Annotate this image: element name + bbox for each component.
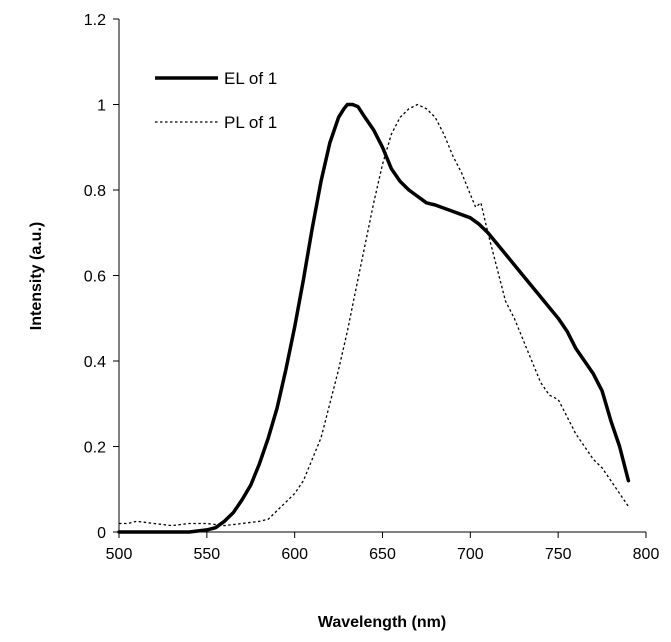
y-tick-label: 0.8	[84, 183, 106, 200]
legend-label-el: EL of 1	[224, 69, 277, 88]
legend: EL of 1 PL of 1	[155, 69, 277, 132]
y-tick-label: 0.2	[84, 440, 106, 457]
series-line-el	[117, 102, 631, 534]
x-tick-label: 650	[369, 546, 396, 563]
x-tick-label: 600	[281, 546, 308, 563]
y-tick-label: 0.4	[84, 354, 106, 371]
ticks-layer: 500 550 600 650 700 750 800 0 0.2 0.4 0.6 0.8 1 1.2	[84, 12, 660, 563]
y-tick-label: 1	[97, 98, 106, 115]
y-tick-label: 1.2	[84, 12, 106, 29]
legend-label-pl: PL of 1	[224, 113, 277, 132]
y-tick-label: 0.6	[84, 269, 106, 286]
x-tick-label: 750	[545, 546, 572, 563]
y-axis-title: Intensity (a.u.)	[28, 222, 45, 330]
series-line-pl	[119, 103, 629, 527]
x-tick-label: 550	[193, 546, 220, 563]
x-tick-label: 700	[457, 546, 484, 563]
series-layer	[117, 102, 631, 534]
x-tick-label: 800	[633, 546, 660, 563]
x-axis-title: Wavelength (nm)	[318, 614, 446, 631]
y-tick-label: 0	[97, 525, 106, 542]
plot-area	[119, 19, 646, 532]
x-tick-label: 500	[106, 546, 133, 563]
